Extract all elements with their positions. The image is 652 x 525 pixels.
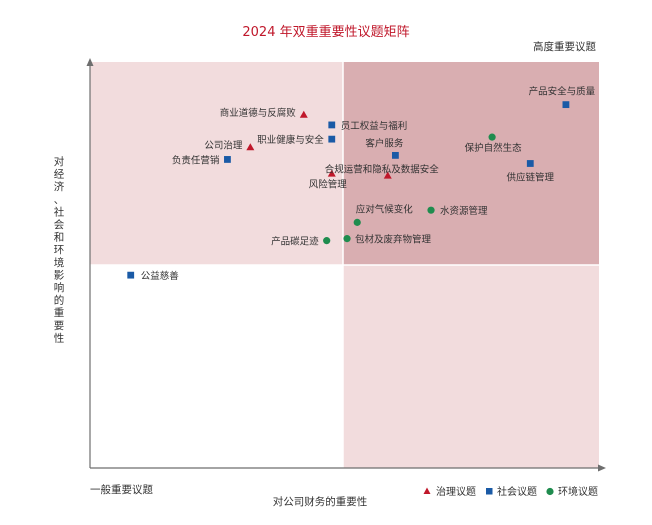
chart-title: 2024 年双重重要性议题矩阵 xyxy=(242,24,409,40)
low-importance-label: 一般重要议题 xyxy=(90,483,153,496)
legend-social-marker xyxy=(486,488,493,495)
data-point-label: 应对气候变化 xyxy=(356,203,414,215)
x-axis-arrow xyxy=(598,464,606,472)
data-point-label: 风险管理 xyxy=(309,179,348,191)
data-point-square xyxy=(392,151,399,159)
quadrant-high-high xyxy=(343,62,599,265)
data-point-circle xyxy=(323,237,331,245)
legend-environment-label: 环境议题 xyxy=(558,485,598,498)
data-point-label: 商业道德与反腐败 xyxy=(220,107,297,119)
data-point-circle xyxy=(488,133,496,141)
data-point-label: 产品碳足迹 xyxy=(271,236,319,248)
data-point-square xyxy=(328,121,336,129)
legend-governance-marker xyxy=(423,487,431,494)
y-axis-label: 对经济、社会和环境影响的重要性 xyxy=(54,155,65,344)
data-point-circle xyxy=(343,235,351,243)
data-point-label: 公益慈善 xyxy=(141,270,180,282)
data-point-square xyxy=(526,160,534,167)
legend-social-label: 社会议题 xyxy=(497,485,537,498)
data-point-label: 保护自然生态 xyxy=(465,142,523,154)
data-point-label: 员工权益与福利 xyxy=(341,120,408,132)
data-point-label: 负责任营销 xyxy=(172,154,220,166)
legend-environment-marker xyxy=(546,487,554,496)
data-point-triangle xyxy=(383,171,392,179)
data-point-label: 产品安全与质量 xyxy=(529,86,596,98)
legend: 治理议题 社会议题 环境议题 xyxy=(423,485,598,498)
data-point-square xyxy=(562,101,570,109)
data-point-label: 职业健康与安全 xyxy=(257,134,324,146)
data-point-triangle xyxy=(299,110,308,118)
data-point-label: 客户服务 xyxy=(365,137,404,149)
quadrant-low-low xyxy=(90,265,343,468)
data-point-circle xyxy=(353,218,361,226)
legend-governance-label: 治理议题 xyxy=(436,485,476,498)
data-point-triangle xyxy=(327,169,336,177)
data-point-label: 包材及废弃物管理 xyxy=(355,234,432,246)
y-axis-arrow xyxy=(86,58,94,66)
quadrant-high-low xyxy=(343,265,599,468)
x-axis-label: 对公司财务的重要性 xyxy=(273,495,368,508)
data-point-label: 供应链管理 xyxy=(507,172,555,184)
data-point-square xyxy=(224,156,231,163)
data-point-label: 公司治理 xyxy=(204,139,243,151)
data-point-label: 水资源管理 xyxy=(440,205,488,217)
high-importance-label: 高度重要议题 xyxy=(533,40,596,53)
data-point-circle xyxy=(427,206,435,214)
quadrant-low-high xyxy=(90,62,343,265)
data-point-square xyxy=(328,135,336,143)
data-point-square xyxy=(127,271,135,279)
data-point-triangle xyxy=(246,143,255,151)
data-point-label: 合规运营和隐私及数据安全 xyxy=(325,164,440,176)
